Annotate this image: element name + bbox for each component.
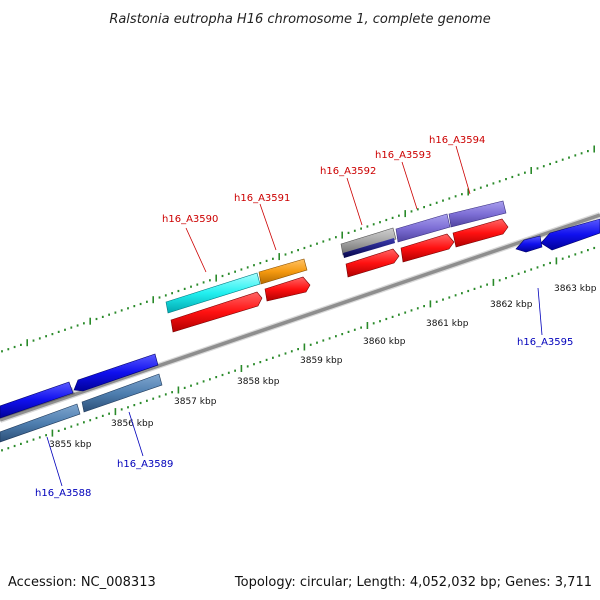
reverse-tick-row bbox=[1, 246, 596, 452]
gene-label-h16-A3588[interactable]: h16_A3588 bbox=[35, 488, 91, 499]
gene-h16-A3592-red[interactable] bbox=[345, 248, 400, 278]
gene-h16-A3591-red[interactable] bbox=[264, 276, 311, 302]
gene-label-h16-A3590[interactable]: h16_A3590 bbox=[162, 214, 218, 225]
gene-h16-A3588-steel[interactable] bbox=[0, 403, 81, 443]
tick-label: 3856 kbp bbox=[111, 419, 154, 429]
tick-label: 3860 kbp bbox=[363, 337, 406, 347]
gene-blue-right[interactable] bbox=[540, 218, 600, 251]
gene-h16-A3591-orange[interactable] bbox=[258, 258, 308, 285]
map-title: Ralstonia eutropha H16 chromosome 1, com… bbox=[109, 12, 490, 27]
tick-label: 3859 kbp bbox=[300, 356, 343, 366]
forward-tick-row bbox=[1, 145, 596, 353]
genome-summary-text: Topology: circular; Length: 4,052,032 bp… bbox=[234, 575, 592, 590]
tick-label: 3861 kbp bbox=[426, 319, 469, 329]
gene-h16-A3588-blue[interactable] bbox=[0, 381, 75, 420]
gene-h16-A3592-grey[interactable] bbox=[340, 227, 397, 258]
gene-h16-A3594-red[interactable] bbox=[452, 218, 509, 248]
gene-label-h16-A3594[interactable]: h16_A3594 bbox=[429, 135, 485, 146]
gene-label-h16-A3593[interactable]: h16_A3593 bbox=[375, 150, 431, 161]
accession-text: Accession: NC_008313 bbox=[8, 575, 156, 590]
label-leaders bbox=[46, 145, 543, 487]
gene-h16-A3595-blue[interactable] bbox=[515, 235, 543, 253]
gene-h16-A3593-red[interactable] bbox=[400, 233, 455, 263]
tick-labels: 3855 kbp 3856 kbp 3857 kbp 3858 kbp 3859… bbox=[49, 284, 597, 450]
gene-label-h16-A3591[interactable]: h16_A3591 bbox=[234, 193, 290, 204]
tick-label: 3855 kbp bbox=[49, 440, 92, 450]
gene-h16-A3589-blue[interactable] bbox=[73, 353, 159, 392]
gene-label-h16-A3589[interactable]: h16_A3589 bbox=[117, 459, 173, 470]
tick-label: 3858 kbp bbox=[237, 377, 280, 387]
gene-h16-A3590-cyan[interactable] bbox=[165, 272, 261, 314]
gene-h16-A3593-purple[interactable] bbox=[395, 213, 451, 243]
gene-h16-A3589-steel[interactable] bbox=[81, 373, 163, 413]
tick-label: 3857 kbp bbox=[174, 397, 217, 407]
gene-h16-A3590-red[interactable] bbox=[170, 291, 263, 333]
tick-label: 3863 kbp bbox=[554, 284, 597, 294]
gene-h16-A3594-purple[interactable] bbox=[448, 200, 507, 228]
gene-label-h16-A3592[interactable]: h16_A3592 bbox=[320, 166, 376, 177]
gene-label-h16-A3595[interactable]: h16_A3595 bbox=[517, 337, 573, 348]
genome-backbone bbox=[0, 212, 600, 423]
tick-label: 3862 kbp bbox=[490, 300, 533, 310]
